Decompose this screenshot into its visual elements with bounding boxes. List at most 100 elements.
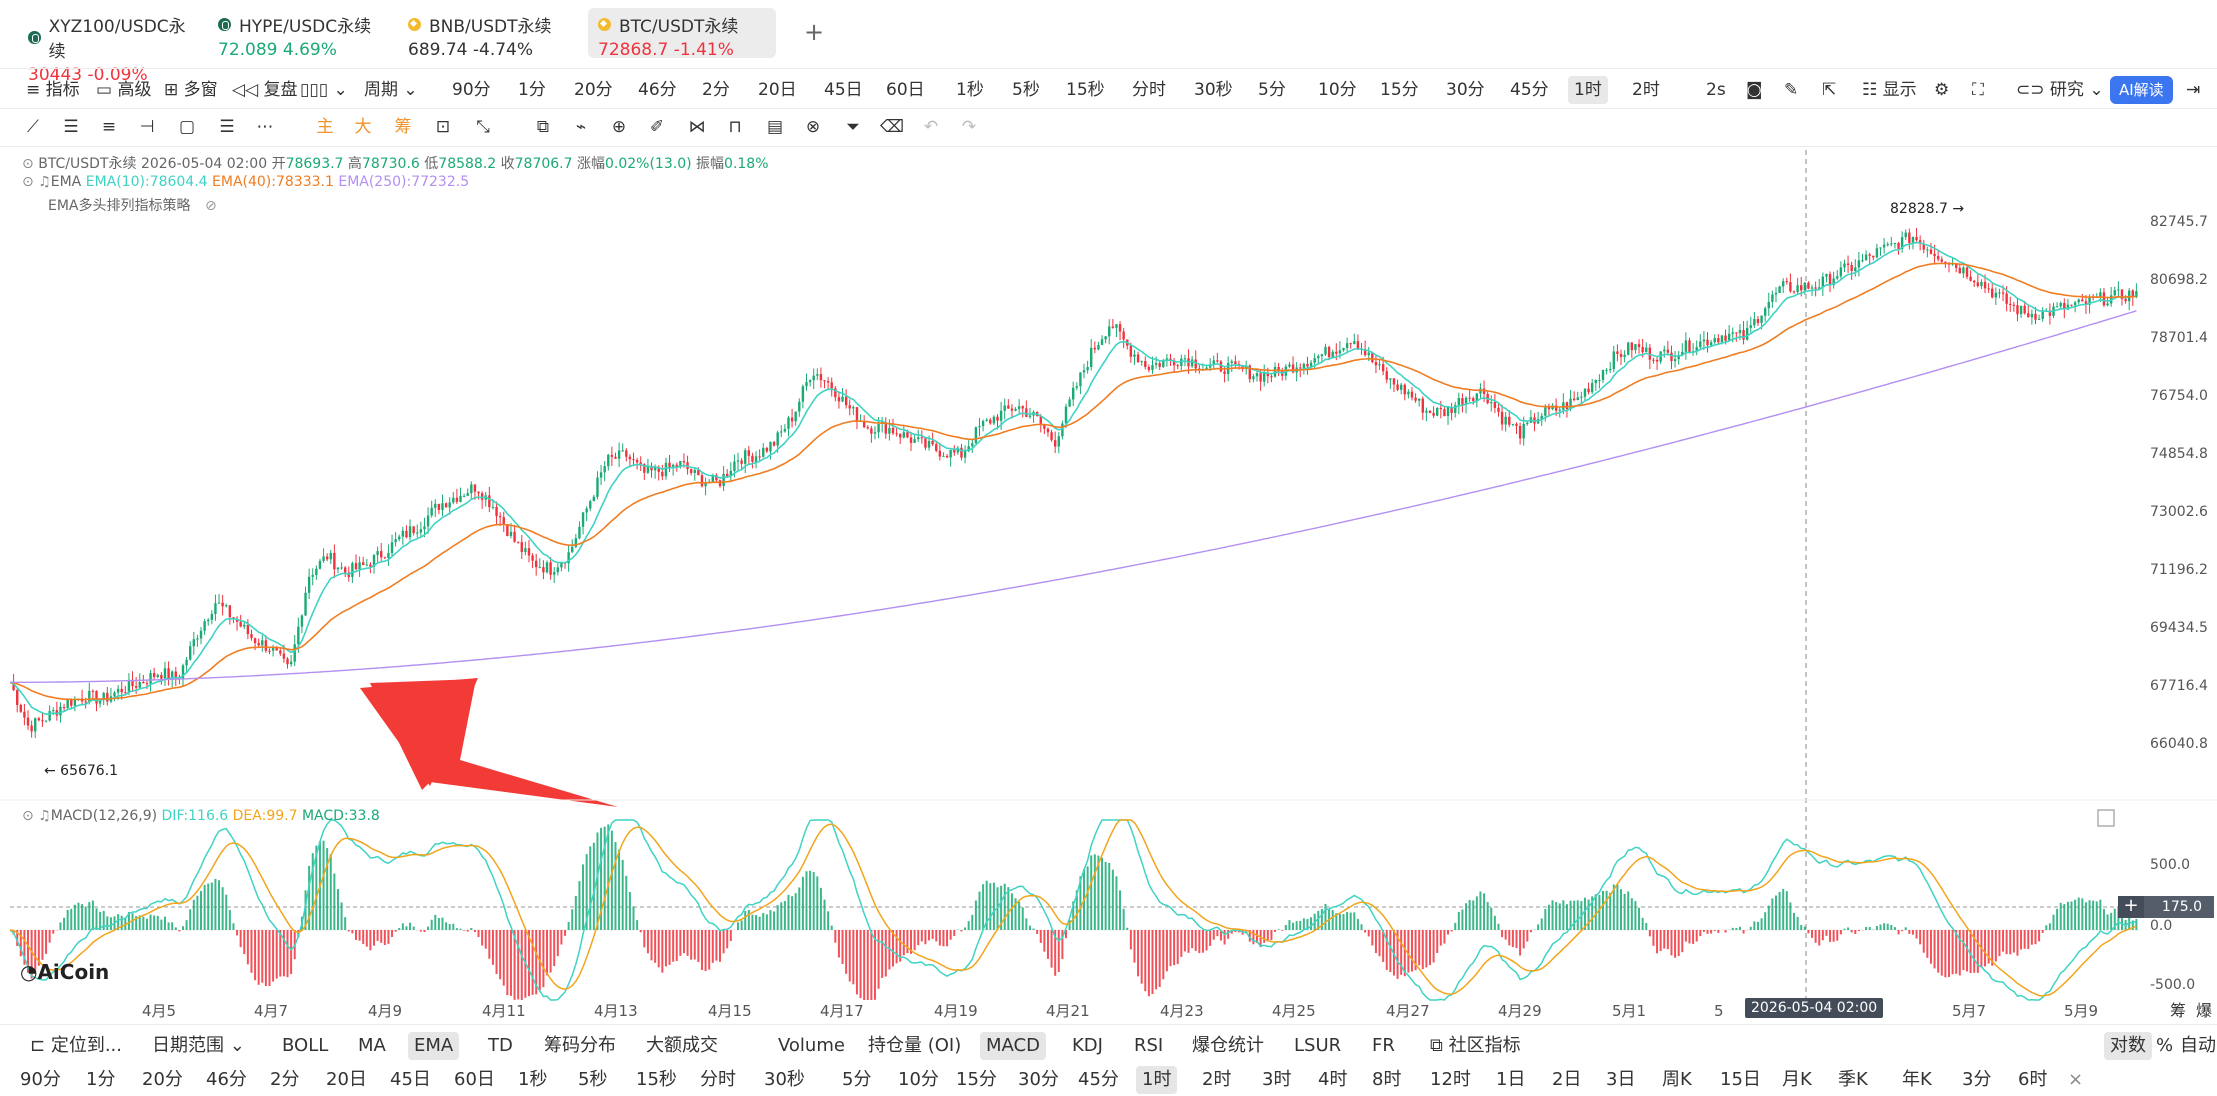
interval-17[interactable]: 45分: [1510, 80, 1549, 100]
sub-indicator-0[interactable]: Volume: [778, 1035, 845, 1056]
trash-icon[interactable]: ⌫: [880, 117, 905, 137]
magnet-icon[interactable]: ⋈: [688, 117, 706, 137]
timeframe-11[interactable]: 分时: [700, 1069, 736, 1090]
timeframe-9[interactable]: 5秒: [578, 1069, 608, 1090]
brush-icon[interactable]: ⤡: [476, 117, 490, 137]
symbol-tab-xyz100[interactable]: XYZ100/USDC永续 30443 -0.09%: [18, 8, 208, 85]
interval-10[interactable]: 15秒: [1066, 80, 1105, 100]
collapse-icon[interactable]: ⇥: [2186, 80, 2201, 100]
main-indicator-1[interactable]: MA: [358, 1035, 386, 1056]
add-alert-plus-icon[interactable]: +: [2118, 896, 2144, 918]
timeframe-2[interactable]: 20分: [142, 1069, 183, 1090]
timeframe-30[interactable]: 季K: [1838, 1069, 1868, 1090]
date-range-dropdown[interactable]: 日期范围 ⌄: [146, 1032, 251, 1060]
interval-6[interactable]: 45日: [824, 80, 863, 100]
multi-lines-icon[interactable]: ≡: [101, 117, 117, 137]
main-indicator-3[interactable]: TD: [488, 1035, 513, 1056]
undo-icon[interactable]: ↶: [923, 117, 939, 137]
interval-14[interactable]: 10分: [1318, 80, 1357, 100]
eye-off-icon[interactable]: ⊘: [204, 198, 217, 214]
main-indicator-2[interactable]: EMA: [408, 1032, 460, 1060]
timeframe-18[interactable]: 1时: [1136, 1066, 1178, 1094]
symbol-tab-bnb[interactable]: BNB/USDT永续 689.74 -4.74%: [398, 8, 588, 60]
timeframe-22[interactable]: 8时: [1372, 1069, 1402, 1090]
timeframe-26[interactable]: 3日: [1606, 1069, 1636, 1090]
timeframe-12[interactable]: 30秒: [764, 1069, 805, 1090]
interval-0[interactable]: 90分: [452, 80, 491, 100]
sub-indicator-4[interactable]: RSI: [1134, 1035, 1164, 1056]
timeframe-31[interactable]: 年K: [1902, 1069, 1932, 1090]
timeframe-0[interactable]: 90分: [20, 1069, 61, 1090]
add-tab-plus-icon[interactable]: +: [804, 18, 825, 46]
eye-link-icon[interactable]: ⊗: [805, 117, 821, 137]
percent-scale-button[interactable]: %: [2150, 1032, 2179, 1060]
scale-icon[interactable]: ⊡: [435, 117, 451, 137]
bell-icon[interactable]: ♫: [38, 174, 51, 190]
sub-indicator-3[interactable]: KDJ: [1072, 1035, 1103, 1056]
zoom-in-icon[interactable]: ⊕: [611, 117, 627, 137]
interval-4[interactable]: 2分: [702, 80, 730, 100]
auto-scale-button[interactable]: 自动: [2174, 1032, 2217, 1060]
collapse-info-icon[interactable]: ⊙: [22, 156, 34, 172]
fullscreen-icon[interactable]: ⛶: [1972, 80, 1984, 100]
timeframe-17[interactable]: 45分: [1078, 1069, 1119, 1090]
timeframe-13[interactable]: 5分: [842, 1069, 872, 1090]
speed-button[interactable]: 2s: [1700, 76, 1732, 104]
period-dropdown[interactable]: 周期 ⌄: [358, 76, 424, 104]
chip-tool[interactable]: 筹: [392, 116, 414, 138]
timeframe-5[interactable]: 20日: [326, 1069, 367, 1090]
timeframe-8[interactable]: 1秒: [518, 1069, 548, 1090]
symbol-tab-hype[interactable]: HYPE/USDC永续 72.089 4.69%: [208, 8, 398, 60]
copy-icon[interactable]: ⧉: [536, 117, 550, 137]
filter-icon[interactable]: ⏷: [846, 117, 860, 137]
redo-icon[interactable]: ↷: [961, 117, 977, 137]
sub-indicator-2[interactable]: MACD: [980, 1032, 1046, 1060]
indicator-button[interactable]: ≡ 指标: [20, 76, 86, 104]
big-tool[interactable]: 大: [352, 116, 374, 138]
sub-indicator-5[interactable]: 爆仓统计: [1192, 1035, 1264, 1056]
main-indicator-0[interactable]: BOLL: [282, 1035, 329, 1056]
main-indicator-5[interactable]: 大额成交: [646, 1035, 718, 1056]
camera-icon[interactable]: ◙: [1746, 80, 1763, 100]
timeframe-23[interactable]: 12时: [1430, 1069, 1471, 1090]
interval-7[interactable]: 60日: [886, 80, 925, 100]
timeframe-24[interactable]: 1日: [1496, 1069, 1526, 1090]
timeframe-20[interactable]: 3时: [1262, 1069, 1292, 1090]
close-timeframe-icon[interactable]: ×: [2068, 1069, 2084, 1090]
timeframe-21[interactable]: 4时: [1318, 1069, 1348, 1090]
interval-9[interactable]: 5秒: [1012, 80, 1040, 100]
share-icon[interactable]: ⇱: [1822, 80, 1837, 100]
chart-type-button[interactable]: ▯▯▯ ⌄: [294, 76, 354, 104]
ai-interpret-button[interactable]: AI解读: [2110, 76, 2173, 104]
interval-2[interactable]: 20分: [574, 80, 613, 100]
interval-11[interactable]: 分时: [1132, 80, 1166, 100]
display-button[interactable]: ☷ 显示: [1856, 76, 1923, 104]
interval-16[interactable]: 30分: [1446, 80, 1485, 100]
timeframe-3[interactable]: 46分: [206, 1069, 247, 1090]
timeframe-7[interactable]: 60日: [454, 1069, 495, 1090]
more-icon[interactable]: ⋯: [256, 117, 274, 137]
multi-window-button[interactable]: ⊞ 多窗: [158, 76, 224, 104]
collapse-macd-icon[interactable]: ⊙: [22, 808, 34, 824]
lock-icon[interactable]: ⊓: [728, 117, 742, 137]
timeframe-6[interactable]: 45日: [390, 1069, 431, 1090]
settings-gear-icon[interactable]: ⚙: [1934, 80, 1950, 100]
timeframe-25[interactable]: 2日: [1552, 1069, 1582, 1090]
interval-19[interactable]: 2时: [1632, 80, 1660, 100]
sub-indicator-6[interactable]: LSUR: [1294, 1035, 1342, 1056]
timeframe-4[interactable]: 2分: [270, 1069, 300, 1090]
timeframe-10[interactable]: 15秒: [636, 1069, 677, 1090]
interval-15[interactable]: 15分: [1380, 80, 1419, 100]
advanced-button[interactable]: ▭ 高级: [90, 76, 157, 104]
rectangle-icon[interactable]: ▢: [178, 117, 196, 137]
sub-indicator-7[interactable]: FR: [1372, 1035, 1395, 1056]
timeframe-16[interactable]: 30分: [1018, 1069, 1059, 1090]
timeframe-1[interactable]: 1分: [86, 1069, 116, 1090]
interval-12[interactable]: 30秒: [1194, 80, 1233, 100]
locate-button[interactable]: ⊏ 定位到...: [24, 1032, 128, 1060]
note-icon[interactable]: ▤: [766, 117, 784, 137]
timeframe-27[interactable]: 周K: [1662, 1069, 1692, 1090]
community-indicator-button[interactable]: ⧉ 社区指标: [1424, 1032, 1527, 1060]
interval-8[interactable]: 1秒: [956, 80, 984, 100]
interval-5[interactable]: 20日: [758, 80, 797, 100]
